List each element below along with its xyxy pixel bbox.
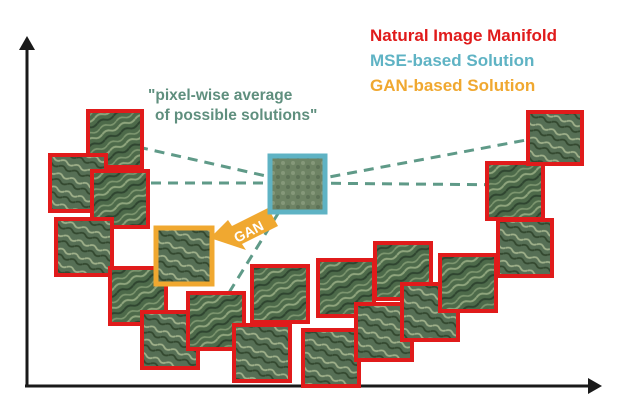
legend-mse-based-solution: MSE-based Solution <box>370 51 534 70</box>
annotation-line-2: of possible solutions" <box>155 107 317 124</box>
natural-image-tile <box>250 264 310 324</box>
legend-gan-based-solution: GAN-based Solution <box>370 76 535 95</box>
natural-image-tile <box>496 218 554 278</box>
gan-arrow-shape <box>210 208 278 250</box>
dashed-line-1 <box>115 140 298 185</box>
natural-image-tile <box>232 323 292 383</box>
dashed-line-3 <box>296 181 521 187</box>
legend-natural-image-manifold: Natural Image Manifold <box>370 26 557 45</box>
natural-image-tile <box>90 169 150 229</box>
natural-image-tile <box>438 253 498 313</box>
natural-image-tiles <box>48 109 584 388</box>
dashed-line-4 <box>296 133 554 185</box>
x-axis-arrowhead <box>588 378 602 394</box>
natural-image-tile <box>526 110 584 166</box>
natural-image-tile <box>54 217 114 277</box>
legend: Natural Image Manifold MSE-based Solutio… <box>370 26 557 95</box>
mse-solution-tile <box>267 153 328 215</box>
annotation-line-1: "pixel-wise average <box>148 87 293 104</box>
y-axis-arrowhead <box>19 36 35 50</box>
natural-image-tile <box>186 291 246 351</box>
gan-solution-tile <box>153 225 215 287</box>
natural-image-tile <box>485 161 545 221</box>
natural-image-tile <box>301 328 361 388</box>
